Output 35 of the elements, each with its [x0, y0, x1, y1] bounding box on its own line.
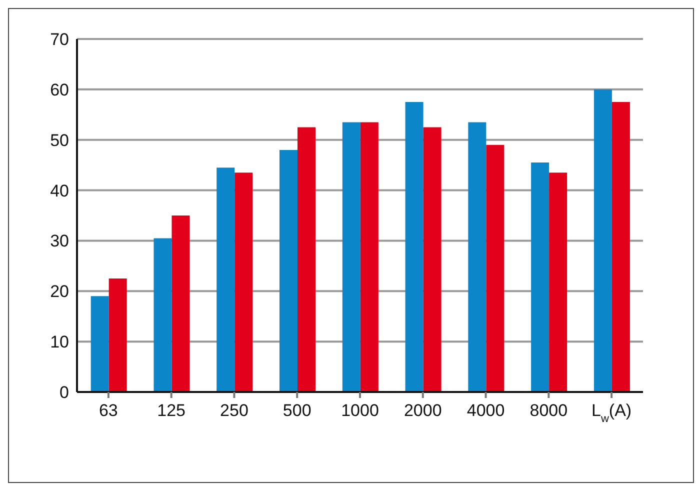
y-tick-label: 40: [50, 181, 69, 200]
x-tick-label: 250: [220, 401, 248, 420]
x-tick-label: 63: [98, 401, 118, 420]
y-tick-label: 50: [50, 130, 69, 150]
x-tick-label: 500: [282, 401, 312, 420]
x-tick-label: 125: [157, 401, 186, 420]
bar: [172, 216, 190, 392]
x-tick-label: 4000: [466, 401, 505, 420]
x-tick-label: 2000: [404, 401, 442, 420]
bar: [234, 172, 253, 392]
bar: [360, 122, 378, 392]
y-tick-label: 0: [60, 383, 69, 402]
bar: [612, 102, 630, 392]
bar: [280, 150, 298, 392]
bar: [108, 278, 127, 392]
y-tick-label: 10: [50, 332, 69, 352]
y-tick-label: 30: [50, 232, 69, 251]
y-tick-label: 60: [50, 80, 69, 100]
bar: [216, 168, 235, 392]
bar: [468, 122, 486, 392]
x-tick-label: 8000: [530, 401, 568, 420]
bar: [342, 122, 360, 392]
bar: [298, 127, 316, 392]
bar: [154, 238, 172, 392]
bar: [405, 102, 424, 392]
bar: [531, 162, 550, 392]
bar: [594, 89, 612, 392]
bar: [423, 127, 442, 392]
x-tick-label: 1000: [341, 401, 379, 420]
bar: [486, 144, 504, 392]
bar: [549, 172, 568, 392]
y-tick-label: 20: [50, 282, 69, 302]
y-tick-label: 70: [50, 30, 69, 50]
bar: [90, 296, 109, 392]
x-tick-label: L$_{w}$(A): [592, 401, 632, 425]
